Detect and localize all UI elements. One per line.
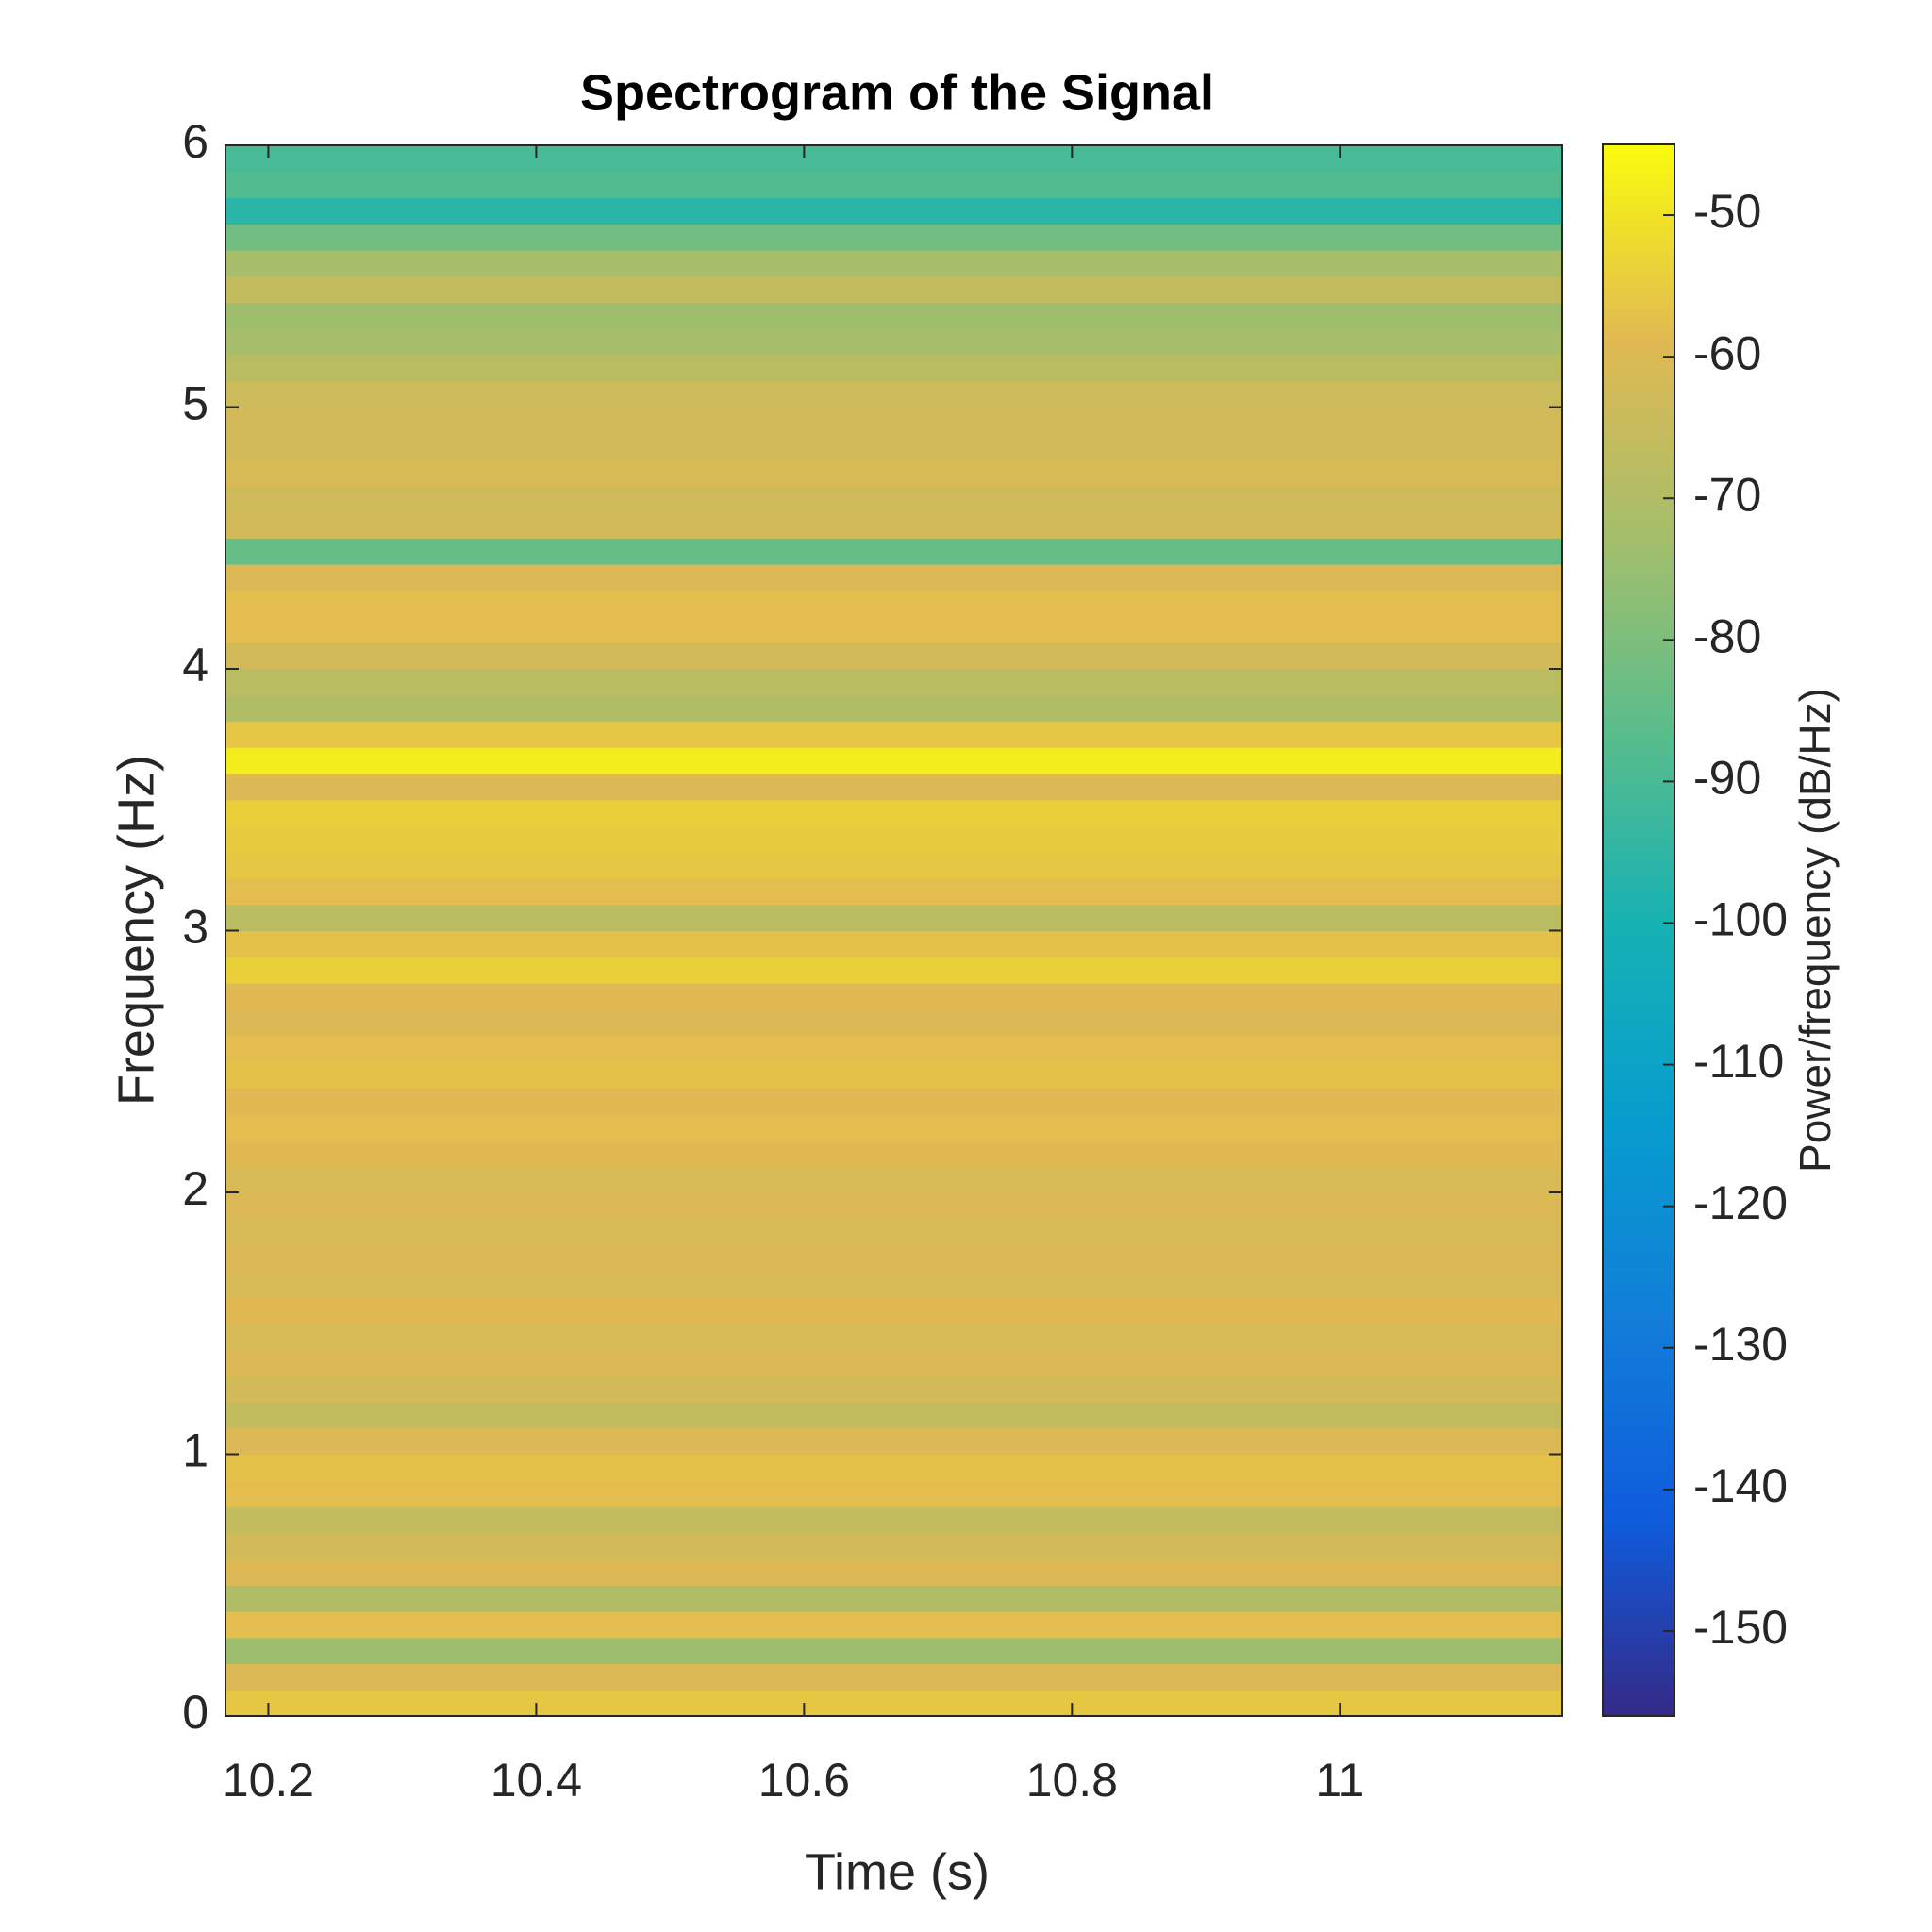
heatmap-cell [225,302,1562,329]
heatmap-cell [225,564,1562,591]
heatmap-cell [225,1008,1562,1037]
heatmap-cell [225,957,1562,984]
heatmap-cell [225,1637,1562,1665]
colorbar-tick-label: -100 [1693,893,1788,946]
y-tick-label: 3 [182,901,208,954]
heatmap-cell [225,721,1562,748]
heatmap-cell [225,1402,1562,1429]
y-tick-label: 2 [182,1162,208,1215]
heatmap-cell [225,511,1562,539]
y-tick-label: 1 [182,1424,208,1477]
colorbar-tick-label: -140 [1693,1459,1788,1512]
heatmap-cell [225,1611,1562,1639]
heatmap-cell [225,983,1562,1010]
heatmap-cell [225,1349,1562,1376]
heatmap-cell [225,1427,1562,1456]
colorbar-tick-label: -150 [1693,1601,1788,1654]
x-tick-label: 10.4 [491,1754,582,1807]
colorbar-tick-label: -60 [1693,326,1761,379]
heatmap-cell [225,485,1562,513]
heatmap-cell [225,852,1562,879]
heatmap-cell [225,616,1562,643]
colorbar [1602,143,1675,1717]
heatmap-cell [225,930,1562,958]
heatmap-cell [225,904,1562,932]
colorbar-tick-label: -90 [1693,752,1761,805]
heatmap-cell [225,433,1562,460]
heatmap-cell [225,825,1562,853]
heatmap-cell [225,1218,1562,1246]
heatmap-cell [225,1663,1562,1690]
colorbar-tick-label: -130 [1693,1318,1788,1371]
heatmap-cell [225,275,1562,304]
y-tick-label: 6 [182,115,208,168]
heatmap-cell [225,459,1562,487]
heatmap-cell [225,1454,1562,1481]
plot-area [225,145,1562,1717]
heatmap-cell [225,590,1562,618]
heatmap-cell [225,1558,1562,1586]
heatmap-cell [225,1192,1562,1220]
heatmap-cell [225,1088,1562,1115]
heatmap-cell [225,642,1562,670]
heatmap-cell [225,171,1562,199]
heatmap-cell [225,1375,1562,1403]
y-tick-label: 4 [182,639,208,691]
y-tick-label: 0 [182,1686,208,1739]
colorbar-tick-label: -120 [1693,1176,1788,1229]
colorbar-tick-label: -70 [1693,468,1761,521]
heatmap-cell [225,669,1562,696]
x-axis-label: Time (s) [805,1843,990,1900]
x-tick-label: 11 [1315,1754,1364,1807]
heatmap-cell [225,878,1562,906]
heatmap-cell [225,1585,1562,1612]
heatmap-cell [225,1244,1562,1272]
heatmap-cell [225,538,1562,565]
colorbar-tick-label: -80 [1693,610,1761,663]
heatmap-cell [225,355,1562,382]
heatmap-cell [225,1113,1562,1141]
heatmap-cell [225,1271,1562,1298]
heatmap-cell [225,224,1562,251]
heatmap-cell [225,145,1562,173]
heatmap-cell [225,799,1562,827]
heatmap-cell [225,1323,1562,1351]
heatmap-cell [225,694,1562,723]
colorbar-tick-label: -110 [1693,1035,1784,1088]
heatmap-cell [225,747,1562,774]
heatmap-cell [225,407,1562,434]
y-axis-label: Frequency (Hz) [108,755,164,1106]
x-tick-label: 10.2 [223,1754,314,1807]
heatmap-cell [225,380,1562,408]
heatmap-cell [225,1035,1562,1062]
colorbar-label: Power/frequency (dB/Hz) [1790,688,1840,1173]
heatmap-cell [225,1480,1562,1507]
y-tick-label: 5 [182,377,208,430]
heatmap-cell [225,1507,1562,1534]
heatmap-cell [225,1061,1562,1089]
heatmap-cell [225,1140,1562,1167]
heatmap-cell [225,774,1562,801]
heatmap-cell [225,1532,1562,1560]
heatmap-cell [225,328,1562,356]
colorbar-tick-label: -50 [1693,185,1761,238]
heatmap-cell [225,250,1562,277]
x-tick-label: 10.8 [1026,1754,1118,1807]
x-tick-label: 10.6 [758,1754,850,1807]
heatmap-cell [225,1166,1562,1193]
heatmap-cell [225,1690,1562,1717]
heatmap-cell [225,1297,1562,1324]
heatmap-cell [225,197,1562,225]
chart-title: Spectrogram of the Signal [580,64,1214,121]
